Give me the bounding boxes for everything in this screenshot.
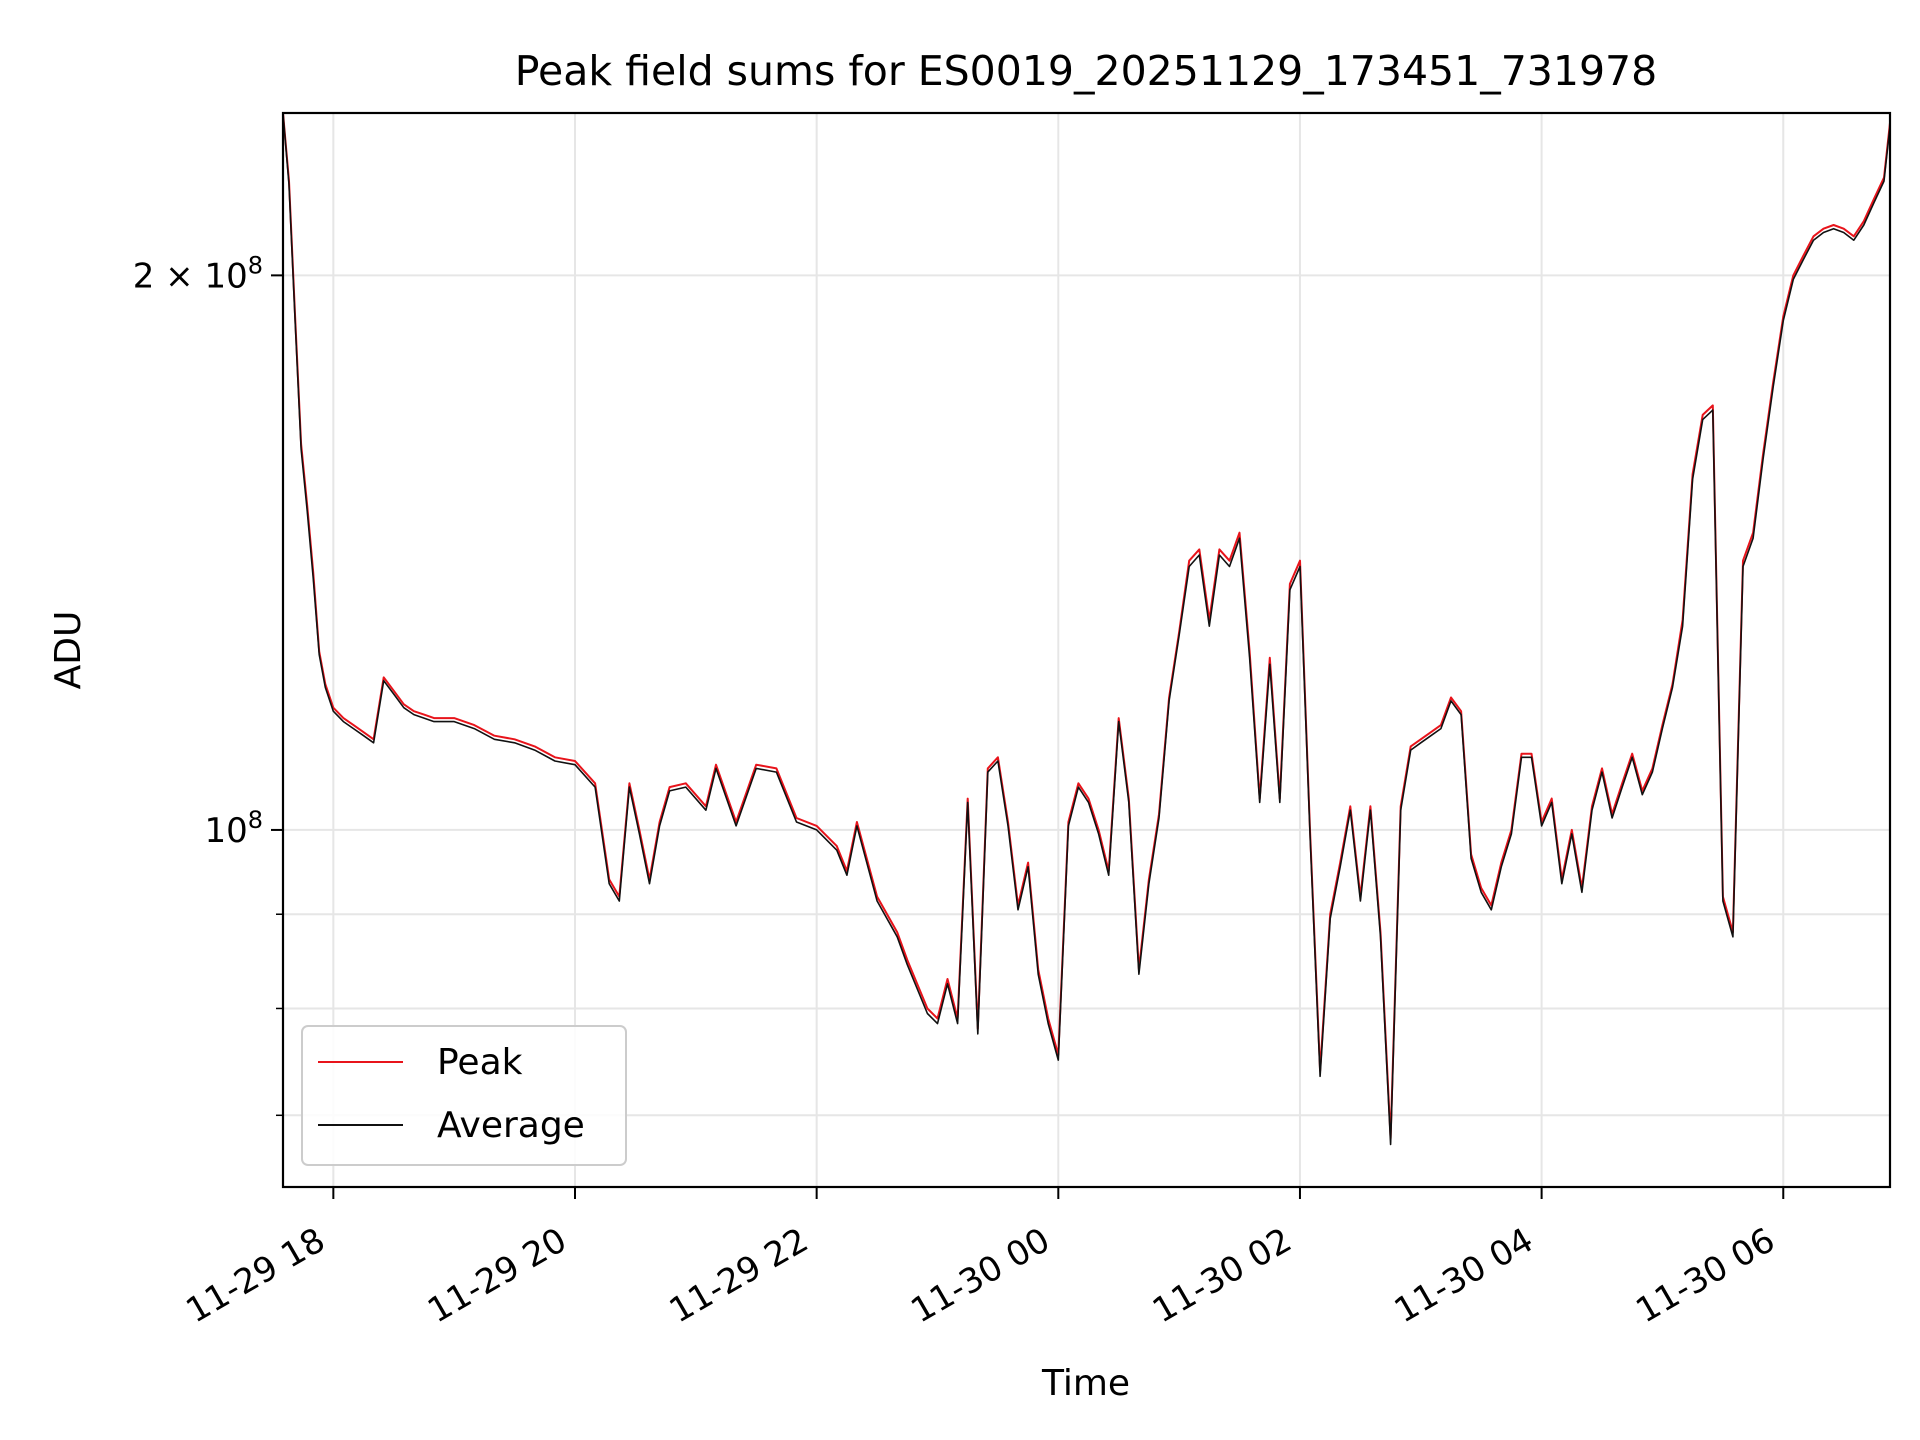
y-axis-label: ADU [48,611,89,690]
chart-title: Peak field sums for ES0019_20251129_1734… [515,47,1657,95]
series-line-average [282,112,1891,1146]
y-tick-label: 108 [204,806,263,851]
series-layer [282,112,1891,1146]
x-axis-label: Time [1041,1363,1130,1404]
legend: Peak Average [301,1025,627,1166]
plot-frame [281,111,1892,1189]
y-tick-label: 2 × 108 [133,251,263,296]
legend-label-peak: Peak [437,1042,523,1083]
legend-box [301,1025,627,1166]
grid [283,113,1890,1187]
y-axis: 108 2 × 108 [133,251,283,1117]
legend-label-average: Average [437,1105,585,1146]
